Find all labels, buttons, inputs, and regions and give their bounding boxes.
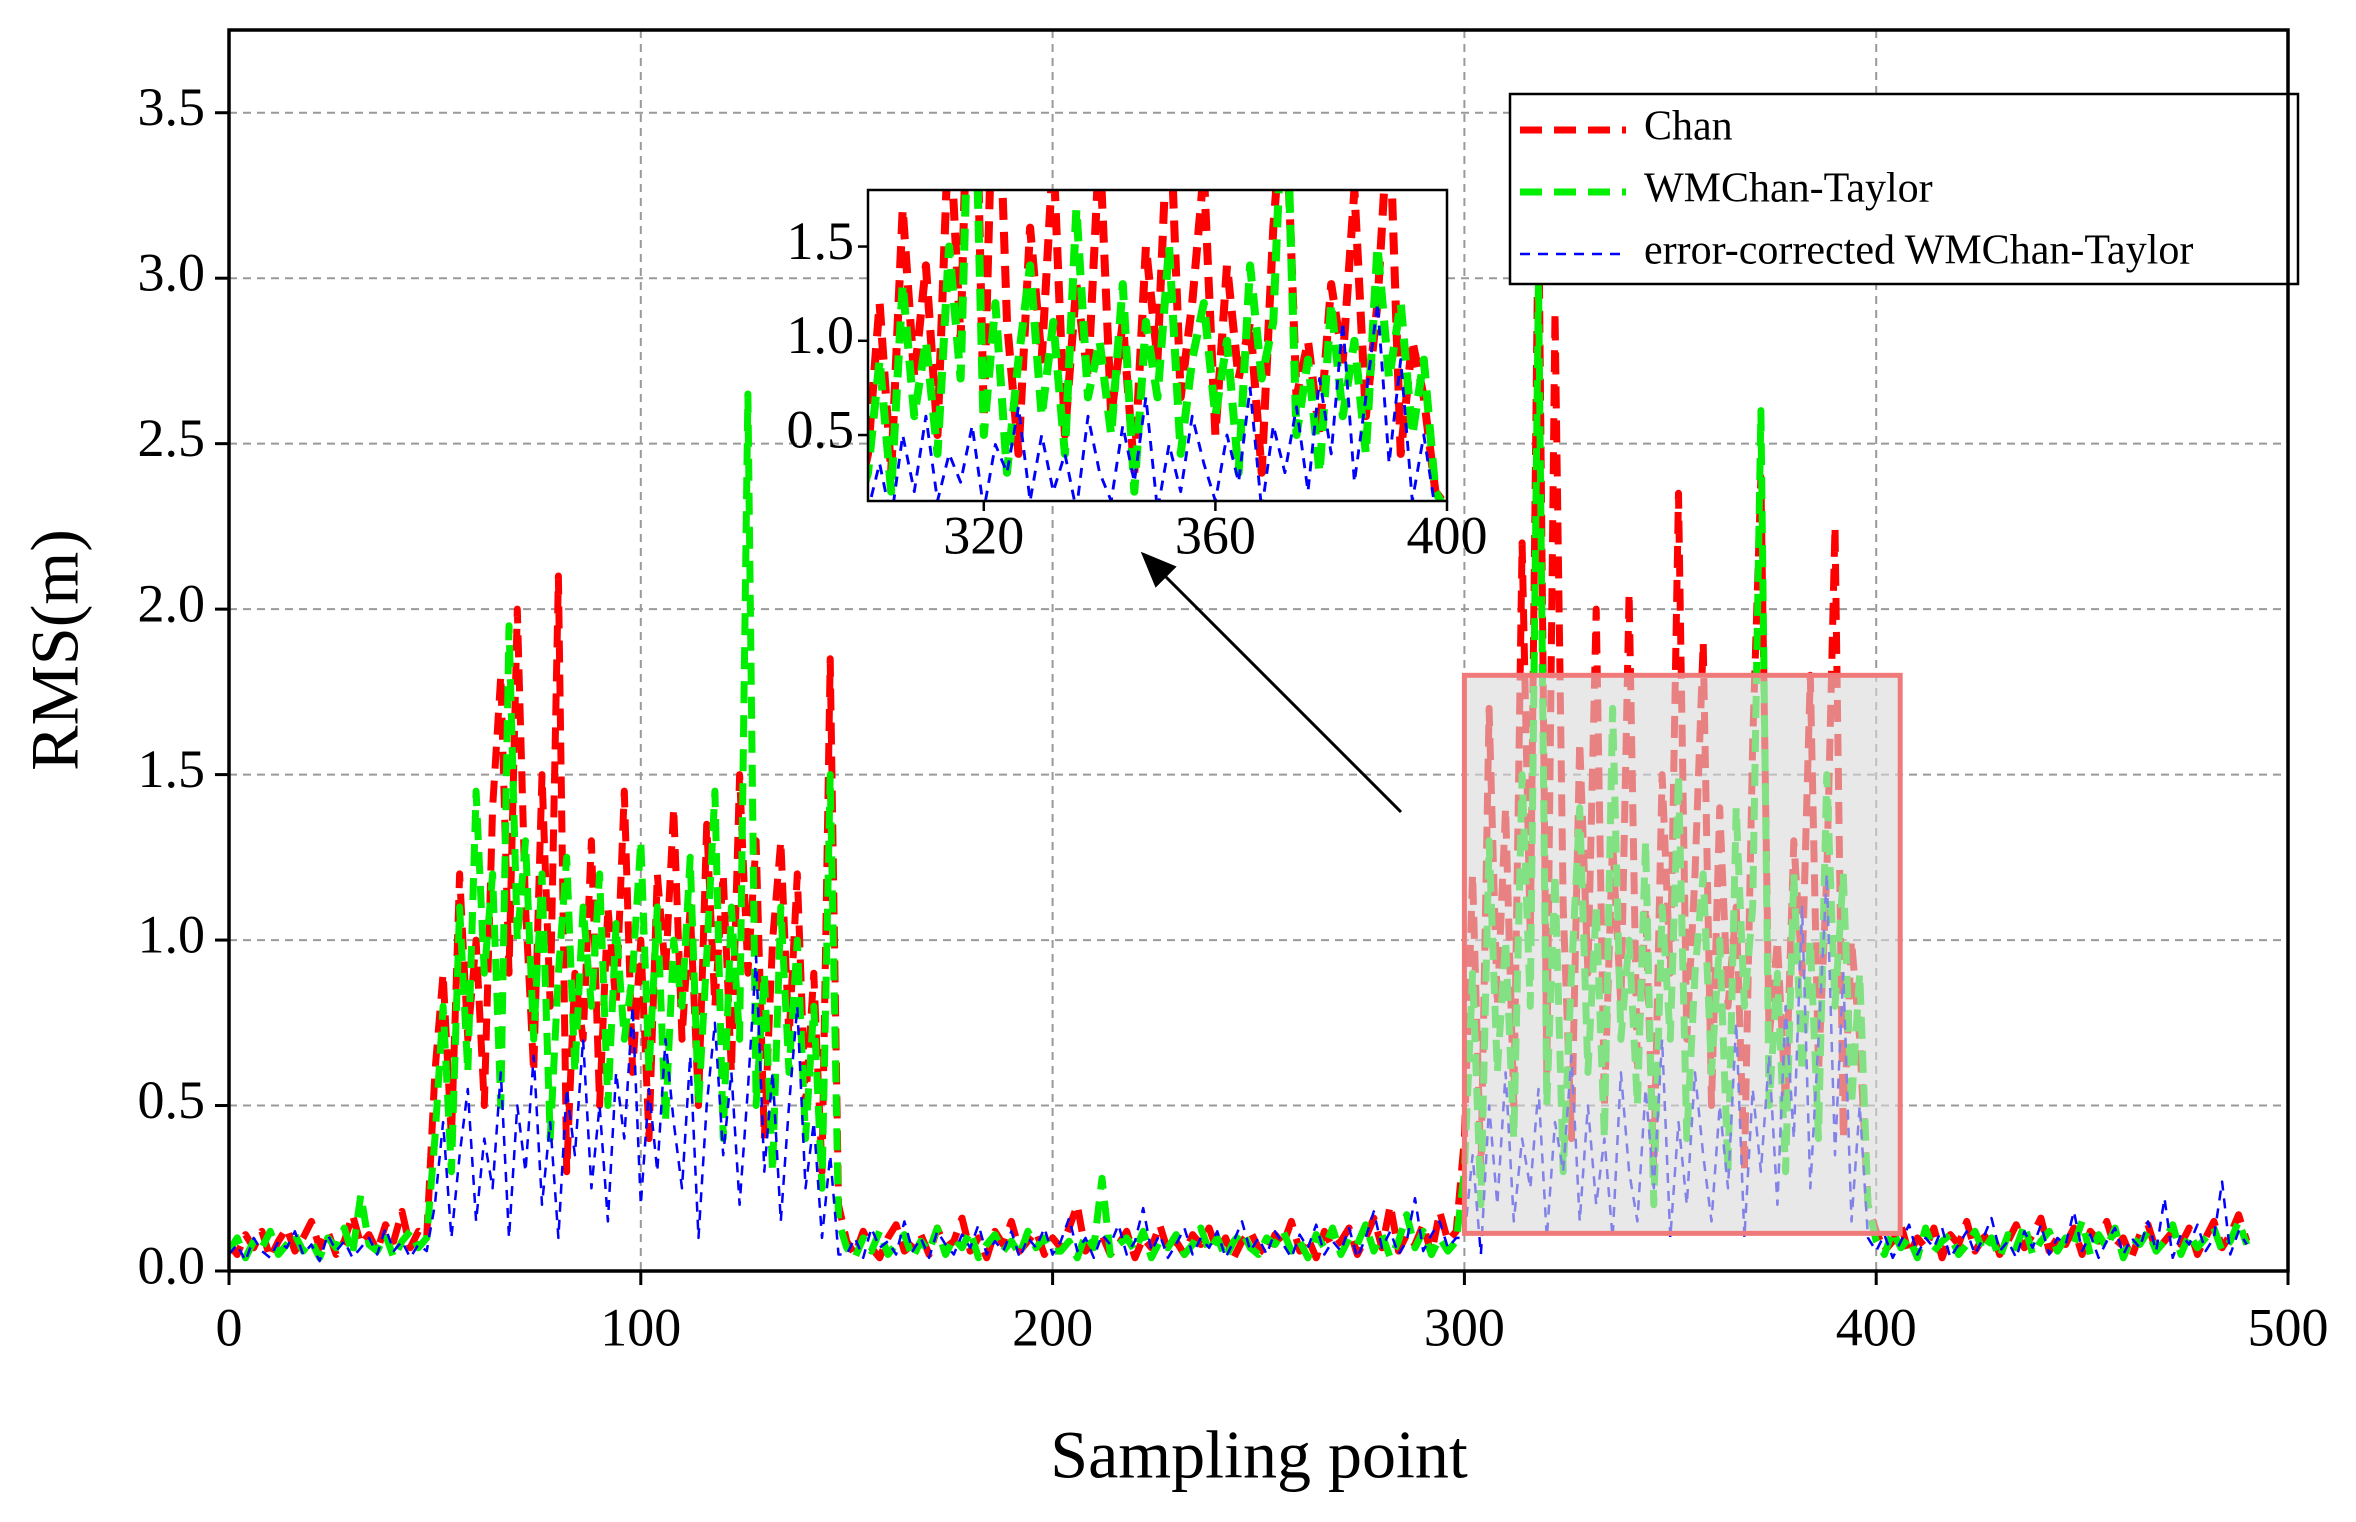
x-tick-label: 300 bbox=[1424, 1297, 1505, 1357]
y-tick-label: 2.5 bbox=[138, 408, 206, 468]
inset-x-tick-label: 320 bbox=[943, 505, 1024, 565]
y-tick-label: 2.0 bbox=[138, 574, 206, 634]
y-tick-label: 1.5 bbox=[138, 739, 206, 799]
line-series bbox=[229, 274, 2251, 1262]
y-axis-label: RMS(m) bbox=[17, 529, 93, 771]
x-tick-label: 400 bbox=[1836, 1297, 1917, 1357]
legend-label: error-corrected WMChan-Taylor bbox=[1644, 228, 2193, 274]
series-group bbox=[229, 175, 2251, 1263]
inset-x-tick-label: 400 bbox=[1407, 505, 1488, 565]
y-tick-label: 1.0 bbox=[138, 904, 206, 964]
y-tick-label: 0.5 bbox=[138, 1070, 206, 1130]
y-tick-label: 3.0 bbox=[138, 243, 206, 303]
arrow bbox=[1140, 551, 1403, 814]
y-tick-label: 3.5 bbox=[138, 77, 206, 137]
x-tick-label: 100 bbox=[600, 1297, 681, 1357]
x-tick-label: 200 bbox=[1012, 1297, 1093, 1357]
inset-y-tick-label: 1.0 bbox=[787, 305, 855, 365]
x-tick-label: 0 bbox=[216, 1297, 243, 1357]
legend-label: Chan bbox=[1644, 104, 1733, 150]
x-axis-label: Sampling point bbox=[1050, 1417, 1468, 1493]
plot-frame bbox=[227, 28, 2290, 1273]
inset-x-tick-label: 360 bbox=[1175, 505, 1256, 565]
y-tick-label: 0.0 bbox=[138, 1235, 206, 1295]
line-series bbox=[229, 872, 2248, 1263]
legend-box bbox=[1508, 92, 2300, 286]
x-tick-label: 500 bbox=[2248, 1297, 2329, 1357]
inset-y-tick-label: 0.5 bbox=[787, 399, 855, 459]
legend-label: WMChan-Taylor bbox=[1644, 166, 1933, 212]
line-series bbox=[229, 175, 2251, 1262]
inset-y-tick-label: 1.5 bbox=[787, 211, 855, 271]
inset-frame bbox=[866, 188, 1449, 503]
zoom-region bbox=[1461, 672, 1903, 1236]
